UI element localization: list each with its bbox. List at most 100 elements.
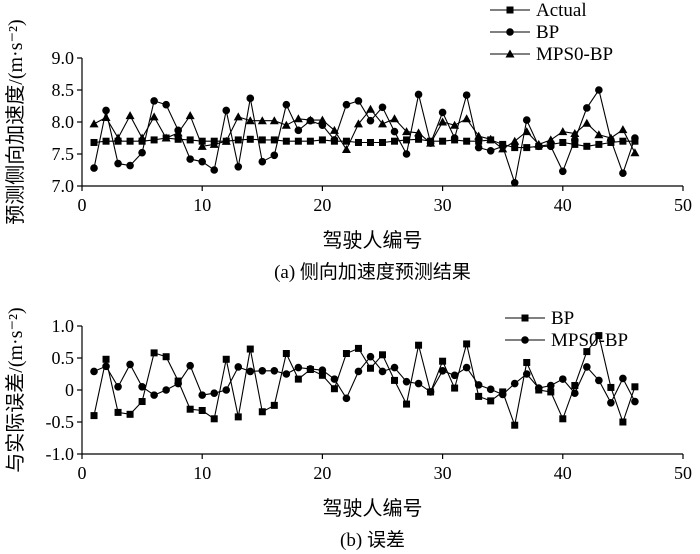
data-point [463,137,471,145]
data-point [606,133,616,142]
data-point [402,150,411,158]
data-point [486,147,495,155]
y-axis-label: 与实际误差/(m·s⁻²) [4,307,27,472]
x-tick-label: 0 [78,463,87,483]
data-point [366,364,374,372]
data-point [185,111,195,120]
data-point [439,137,447,145]
data-point [342,137,350,145]
data-point [618,125,628,134]
data-point [583,142,591,150]
data-point [126,410,134,418]
data-point [161,133,171,142]
y-tick-label: -1.0 [46,444,75,464]
data-point [534,384,543,392]
data-point [630,148,640,157]
data-point [102,362,110,371]
data-point [486,385,495,394]
data-point [222,106,231,115]
data-point [582,118,592,127]
data-point [245,116,255,125]
data-point [546,381,555,390]
data-point [305,115,315,124]
data-point [222,355,230,363]
data-point [559,138,567,146]
data-point [571,389,579,398]
legend-label: BP [536,22,559,43]
data-point [487,397,495,405]
chart-caption: (b) 误差 [340,529,405,551]
data-point [390,363,399,372]
data-point [354,344,362,352]
data-point [149,112,159,121]
x-tick-label: 20 [313,463,331,483]
data-point [511,144,519,152]
data-point [619,169,627,177]
data-point [559,167,567,176]
data-point [378,367,387,376]
data-point [571,140,579,148]
data-point [366,138,374,146]
data-point [522,370,531,378]
data-point [222,386,231,394]
data-point [269,116,279,125]
data-point [186,136,194,144]
data-point [150,136,158,144]
data-point [282,370,291,378]
data-point [534,139,544,148]
data-point [450,120,460,129]
data-point [390,114,400,123]
data-point [258,367,267,375]
data-point [365,104,375,113]
data-point [522,116,531,124]
data-point [510,179,519,187]
data-point [162,353,170,361]
data-point [234,363,243,371]
legend-label: Actual [536,0,587,21]
data-point [126,161,134,170]
series-mps0-bp [89,104,640,157]
x-tick-label: 40 [554,463,572,483]
legend-label: MPS0-BP [551,330,628,351]
data-point [342,100,351,109]
data-point [221,136,231,145]
data-point [379,351,386,359]
legend-marker [506,28,514,36]
data-point [354,97,363,105]
data-point [583,363,591,371]
data-point [415,341,423,349]
data-point [282,350,290,358]
data-point [294,137,302,145]
series-line [93,137,635,149]
data-point [318,366,327,374]
data-point [354,367,363,376]
data-point [246,367,255,376]
y-tick-label: -0.5 [46,412,75,432]
x-tick-label: 50 [674,195,692,215]
data-point [451,384,459,392]
data-point [571,136,579,144]
data-point [547,388,555,396]
data-point [198,137,206,145]
data-point [186,405,194,413]
data-point [246,94,255,103]
data-point [102,355,110,363]
data-point [474,143,483,152]
data-point [439,357,447,365]
data-point [462,363,471,372]
y-tick-label: 8.0 [52,112,75,132]
series-line [93,88,636,185]
data-point [595,86,603,94]
legend-marker [506,6,514,14]
data-point [125,111,135,120]
data-point [354,138,362,146]
data-point [462,114,472,123]
data-point [366,116,375,125]
data-point [510,379,519,388]
data-point [162,100,170,109]
data-point [510,136,520,145]
series-line [93,355,636,405]
data-point [474,131,484,140]
data-point [462,91,471,99]
